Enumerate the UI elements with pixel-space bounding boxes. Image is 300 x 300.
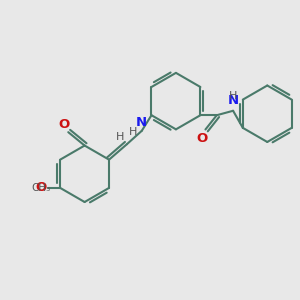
Text: O: O [197,132,208,145]
Text: H: H [116,132,124,142]
Text: H: H [129,127,138,137]
Text: N: N [227,94,239,107]
Text: H: H [229,91,237,101]
Text: CH₃: CH₃ [31,184,51,194]
Text: O: O [59,118,70,131]
Text: O: O [35,181,46,194]
Text: N: N [136,116,147,129]
